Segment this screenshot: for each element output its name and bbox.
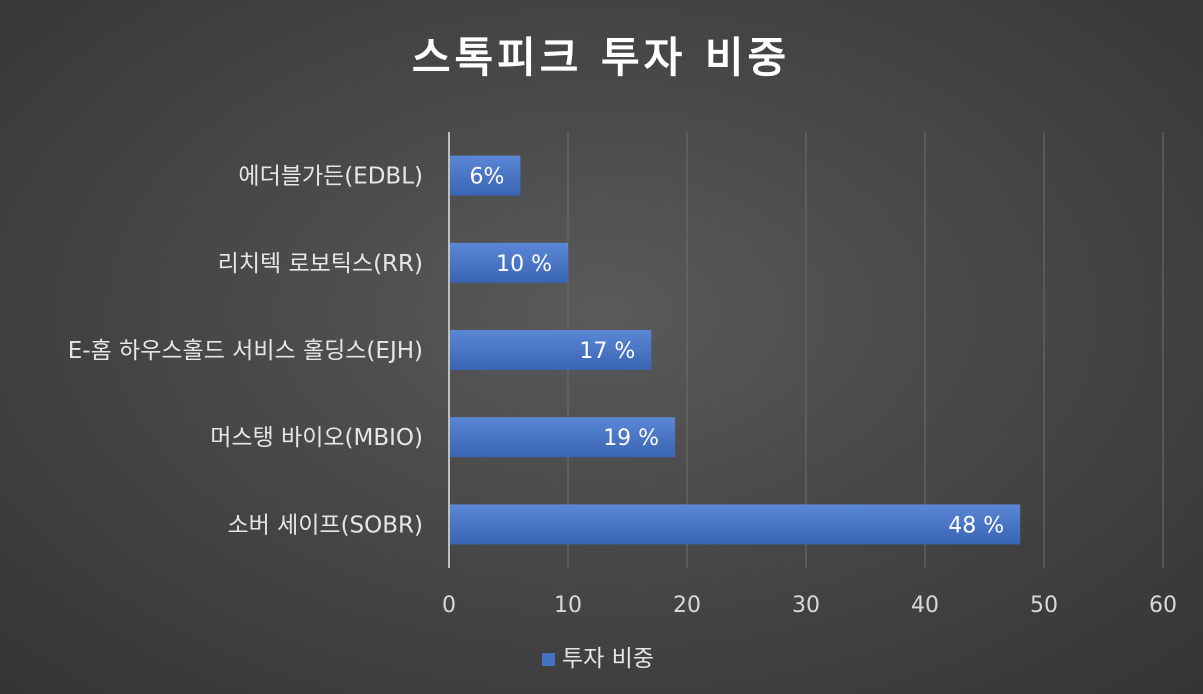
bar [450, 504, 1021, 545]
category-label: E-홈 하우스홀드 서비스 홀딩스(EJH) [68, 338, 423, 364]
data-label: 48 % [948, 513, 1004, 538]
data-label: 19 % [603, 426, 659, 451]
category-label: 리치텍 로보틱스(RR) [218, 251, 423, 277]
chart-title: 스톡피크 투자 비중 [412, 33, 790, 82]
data-label: 6% [469, 165, 504, 190]
category-label: 머스탱 바이오(MBIO) [210, 425, 423, 451]
legend-label: 투자 비중 [562, 646, 654, 672]
x-tick-label: 0 [442, 593, 456, 618]
category-labels: 소버 세이프(SOBR) 머스탱 바이오(MBIO) E-홈 하우스홀드 서비스 홀… [68, 164, 423, 539]
x-axis-ticks: 0 10 20 30 40 50 60 [442, 593, 1177, 618]
data-labels: 48 % 19 % 17 % 10 % 6% [469, 165, 1004, 539]
bar [450, 330, 652, 370]
category-label: 소버 세이프(SOBR) [227, 512, 423, 538]
bar [450, 242, 568, 283]
bar [450, 155, 521, 196]
x-tick-label: 40 [911, 593, 939, 618]
x-tick-label: 50 [1030, 593, 1058, 618]
gridlines [448, 132, 1164, 568]
category-label: 에더블가든(EDBL) [238, 164, 423, 190]
data-label: 17 % [579, 339, 635, 364]
x-tick-label: 30 [792, 593, 820, 618]
bars [450, 155, 1021, 545]
x-tick-label: 10 [554, 593, 582, 618]
legend: 투자 비중 [542, 646, 654, 672]
bar [450, 417, 676, 458]
x-tick-label: 60 [1149, 593, 1177, 618]
data-label: 10 % [496, 252, 552, 277]
x-tick-label: 20 [673, 593, 701, 618]
legend-swatch [542, 653, 555, 666]
